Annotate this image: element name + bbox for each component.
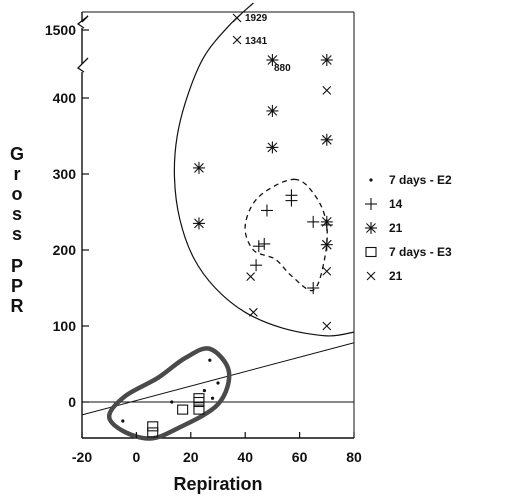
legend-label: 7 days - E3 bbox=[389, 245, 452, 259]
x-tick-label: 20 bbox=[183, 449, 199, 465]
dashed-envelope bbox=[244, 178, 328, 292]
y-tick-label: 0 bbox=[68, 394, 76, 410]
data-point-plus bbox=[285, 189, 298, 202]
axis-break-lower bbox=[76, 57, 89, 73]
data-point-square bbox=[177, 404, 189, 415]
legend-marker-plus bbox=[365, 198, 377, 210]
data-point-asterisk bbox=[266, 141, 279, 154]
legend-item: 14 bbox=[365, 197, 403, 211]
x-tick-label: 80 bbox=[346, 449, 362, 465]
legend-item: 7 days - E2 bbox=[369, 173, 452, 187]
data-point-asterisk bbox=[320, 238, 333, 251]
data-point-plus bbox=[307, 282, 320, 294]
legend-label: 14 bbox=[389, 197, 403, 211]
data-point-dot bbox=[202, 389, 206, 393]
legend-marker-asterisk bbox=[365, 222, 377, 234]
y-tick-label: 300 bbox=[53, 166, 77, 182]
x-tick-label: 40 bbox=[237, 449, 253, 465]
x-tick-label: 0 bbox=[133, 449, 141, 465]
data-point-dot bbox=[208, 358, 212, 362]
data-point-cross bbox=[322, 266, 332, 276]
data-point-dot bbox=[121, 419, 125, 423]
data-point-asterisk bbox=[320, 215, 333, 228]
data-point-plus bbox=[258, 237, 271, 250]
point-annotation: 1341 bbox=[245, 36, 268, 47]
y-tick-label-upper: 1500 bbox=[45, 22, 76, 38]
data-point-asterisk bbox=[192, 161, 205, 174]
legend-label: 21 bbox=[389, 221, 403, 235]
data-point-cross bbox=[232, 13, 242, 23]
data-point-plus bbox=[250, 259, 263, 272]
data-point-dot bbox=[210, 396, 215, 400]
data-point-dot bbox=[170, 400, 174, 404]
y-tick-label: 100 bbox=[53, 318, 77, 334]
legend-label: 7 days - E2 bbox=[389, 173, 452, 187]
point-annotation: 880 bbox=[274, 63, 291, 74]
data-point-cross bbox=[322, 321, 332, 331]
legend-marker-dot bbox=[369, 178, 373, 182]
legend-item: 21 bbox=[366, 269, 403, 283]
legend-marker-square bbox=[365, 246, 377, 258]
point-annotation: 1929 bbox=[245, 13, 268, 24]
data-point-asterisk bbox=[320, 54, 333, 66]
data-point-plus bbox=[307, 215, 320, 228]
x-tick-label: -20 bbox=[72, 449, 92, 465]
data-point-cross bbox=[246, 272, 256, 281]
data-point-square bbox=[147, 421, 159, 432]
axis-break-upper bbox=[76, 15, 89, 29]
data-point-plus bbox=[252, 240, 265, 253]
data-point-square bbox=[193, 393, 205, 404]
data-point-asterisk bbox=[320, 133, 333, 146]
data-point-asterisk bbox=[266, 104, 279, 117]
upper-envelope bbox=[173, 2, 355, 337]
x-tick-label: 60 bbox=[292, 449, 308, 465]
data-point-asterisk bbox=[266, 54, 279, 66]
data-point-square bbox=[147, 427, 159, 438]
data-point-square bbox=[193, 404, 205, 415]
legend-label: 21 bbox=[389, 269, 403, 283]
plot-frame bbox=[76, 11, 355, 439]
y-tick-label: 400 bbox=[53, 90, 77, 106]
data-point-plus bbox=[260, 204, 273, 217]
data-point-cross bbox=[232, 35, 242, 45]
data-point-cross bbox=[322, 86, 332, 95]
data-point-asterisk bbox=[192, 217, 205, 230]
trend-line bbox=[81, 342, 355, 416]
x-axis-title: Repiration bbox=[173, 474, 262, 494]
legend-marker-cross bbox=[366, 271, 376, 281]
data-point-cross bbox=[248, 307, 258, 317]
thick-envelope bbox=[106, 346, 232, 441]
legend-item: 21 bbox=[365, 221, 403, 235]
data-point-dot bbox=[216, 381, 220, 385]
y-tick-label: 200 bbox=[53, 242, 77, 258]
legend-item: 7 days - E3 bbox=[365, 245, 452, 259]
